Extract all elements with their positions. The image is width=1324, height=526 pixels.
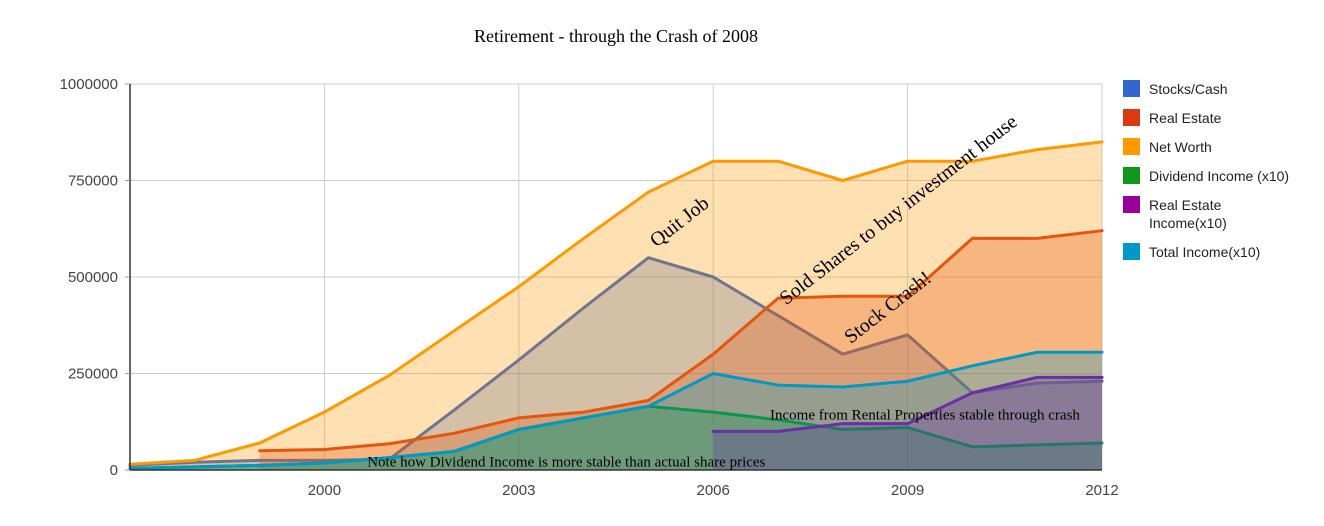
legend-item-real-estate: Real Estate — [1123, 108, 1319, 128]
legend-swatch — [1123, 195, 1140, 213]
legend-swatch — [1123, 80, 1140, 97]
legend-label: Net Worth — [1149, 138, 1212, 155]
svg-text:500000: 500000 — [68, 269, 118, 286]
legend-swatch — [1123, 137, 1140, 155]
svg-text:2012: 2012 — [1085, 482, 1118, 499]
legend-label: Dividend Income (x10) — [1149, 167, 1290, 184]
chart-title: Retirement - through the Crash of 2008 — [474, 26, 758, 46]
svg-text:Note how Dividend Income is mo: Note how Dividend Income is more stable … — [367, 455, 765, 471]
legend-item-stocks-cash: Stocks/Cash — [1123, 80, 1319, 99]
legend-item-dividend-income: Dividend Income (x10) — [1123, 166, 1319, 186]
legend: Stocks/Cash Real Estate Net Worth Divide… — [1123, 80, 1319, 262]
legend-item-net-worth: Net Worth — [1123, 137, 1319, 157]
legend-swatch — [1123, 243, 1140, 261]
svg-text:0: 0 — [110, 462, 118, 479]
legend-label: Real Estate — [1149, 109, 1222, 126]
legend-swatch — [1123, 108, 1140, 126]
legend-label: Stocks/Cash — [1149, 81, 1228, 97]
legend-label: Real Estate Income(x10) — [1149, 196, 1227, 232]
svg-text:2003: 2003 — [502, 482, 535, 499]
legend-swatch — [1123, 166, 1140, 184]
svg-text:1000000: 1000000 — [60, 76, 118, 93]
svg-text:2009: 2009 — [891, 482, 924, 499]
svg-text:2006: 2006 — [697, 482, 730, 499]
legend-label: Total Income(x10) — [1149, 244, 1261, 261]
svg-text:Income from Rental Properties: Income from Rental Properties stable thr… — [770, 407, 1080, 423]
svg-text:750000: 750000 — [68, 173, 118, 190]
legend-item-real-estate-income: Real Estate Income(x10) — [1123, 195, 1319, 234]
legend-item-total-income: Total Income(x10) — [1123, 243, 1319, 262]
svg-text:2000: 2000 — [308, 482, 341, 499]
svg-text:250000: 250000 — [68, 366, 118, 383]
